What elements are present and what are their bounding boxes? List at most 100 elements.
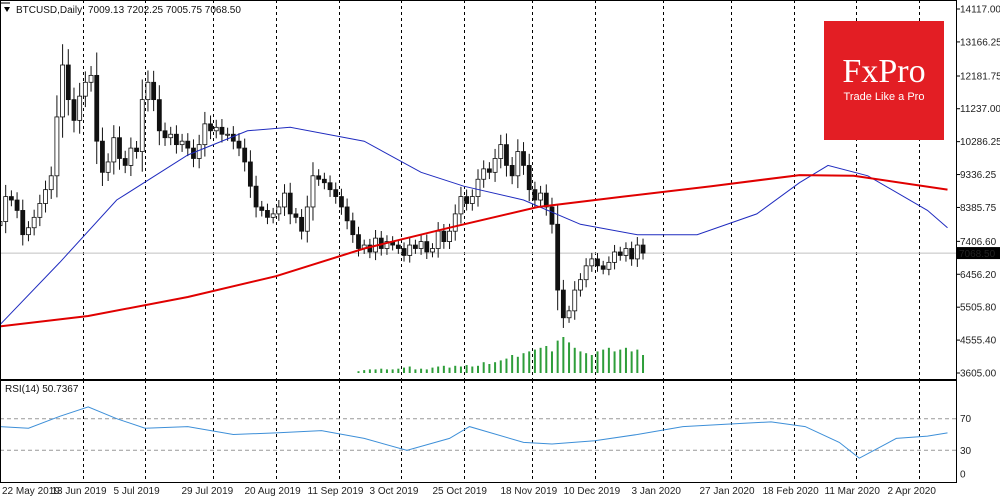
price-tick-label: 7406.60 bbox=[960, 237, 997, 248]
volume-bar bbox=[437, 366, 440, 373]
volume-bar bbox=[374, 369, 377, 373]
candle-down bbox=[549, 206, 555, 225]
volume-bar bbox=[357, 371, 360, 373]
candle-down bbox=[242, 147, 248, 163]
candle-down bbox=[617, 251, 623, 256]
candle-up bbox=[515, 151, 521, 177]
candle-up bbox=[48, 175, 54, 191]
rsi-line bbox=[0, 406, 948, 459]
volume-bar bbox=[482, 362, 485, 373]
candle-down bbox=[71, 99, 77, 121]
candle-up bbox=[452, 213, 458, 232]
candle-down bbox=[8, 196, 14, 201]
candle-down bbox=[424, 241, 430, 253]
volume-bars bbox=[357, 337, 645, 373]
volume-bar bbox=[414, 369, 417, 373]
candle-down bbox=[333, 189, 339, 197]
volume-bar bbox=[442, 365, 445, 373]
volume-bar bbox=[619, 349, 622, 373]
ohlc-header: 7009.13 7202.25 7005.75 7068.50 bbox=[88, 5, 241, 16]
candle-down bbox=[526, 165, 532, 191]
x-tick-label: 2 Apr 2020 bbox=[888, 486, 937, 497]
candle-up bbox=[213, 126, 219, 132]
candle-down bbox=[259, 206, 265, 211]
candle-down bbox=[299, 216, 304, 232]
price-tick-label: 5505.80 bbox=[960, 303, 997, 314]
candle-down bbox=[441, 230, 447, 242]
price-tick-label: 6456.20 bbox=[960, 270, 997, 281]
volume-bar bbox=[516, 356, 519, 373]
candle-down bbox=[100, 140, 105, 173]
price-tick-label: 8385.75 bbox=[960, 203, 997, 214]
candle-down bbox=[287, 192, 293, 215]
volume-bar bbox=[556, 340, 559, 373]
volume-bar bbox=[408, 366, 411, 373]
x-tick-label: 20 Aug 2019 bbox=[245, 486, 302, 497]
candle-down bbox=[521, 151, 526, 166]
candle-up bbox=[481, 168, 487, 180]
volume-bar bbox=[425, 369, 428, 373]
volume-bar bbox=[431, 367, 434, 373]
volume-bar bbox=[590, 355, 593, 373]
candle-down bbox=[230, 133, 236, 142]
candle-down bbox=[486, 168, 492, 173]
volume-bar bbox=[636, 349, 639, 373]
candle-down bbox=[236, 140, 242, 149]
volume-bar bbox=[511, 355, 514, 373]
x-tick-label: 11 Sep 2019 bbox=[308, 486, 364, 497]
candle-down bbox=[265, 210, 270, 218]
candle-up bbox=[606, 261, 612, 270]
candle-up bbox=[168, 133, 174, 139]
candle-up bbox=[54, 116, 60, 177]
candle-up bbox=[105, 161, 111, 173]
candle-down bbox=[316, 175, 322, 180]
candle-down bbox=[219, 126, 225, 135]
candle-down bbox=[247, 161, 253, 187]
x-tick-label: 13 Jun 2019 bbox=[52, 486, 107, 497]
x-tick-label: 22 May 2019 bbox=[2, 486, 60, 497]
volume-bar bbox=[602, 349, 605, 373]
volume-bar bbox=[573, 347, 576, 373]
candle-down bbox=[464, 196, 470, 204]
price-tick-label: 14117.00 bbox=[960, 5, 1000, 16]
price-tick-label: 4555.40 bbox=[960, 336, 997, 347]
candle-up bbox=[179, 140, 185, 146]
volume-bar bbox=[380, 368, 383, 373]
candle-up bbox=[282, 192, 287, 208]
candle-down bbox=[20, 210, 26, 236]
candle-up bbox=[475, 178, 481, 197]
candle-down bbox=[156, 99, 162, 132]
volume-bar bbox=[539, 347, 542, 373]
candle-down bbox=[208, 123, 213, 132]
candle-down bbox=[117, 137, 122, 159]
candle-up bbox=[304, 206, 310, 232]
candle-down bbox=[14, 199, 20, 211]
rsi-tick-label: 30 bbox=[960, 446, 972, 457]
candle-up bbox=[623, 248, 629, 256]
candle-up bbox=[43, 189, 48, 204]
candle-up bbox=[225, 133, 231, 136]
volume-bar bbox=[505, 358, 508, 373]
candle-up bbox=[88, 74, 94, 83]
ma-slow-line bbox=[0, 174, 948, 328]
volume-bar bbox=[448, 367, 451, 373]
volume-bar bbox=[420, 368, 423, 373]
candle-down bbox=[504, 144, 509, 166]
rsi-panel bbox=[0, 406, 948, 459]
main-panel-frame bbox=[0, 0, 957, 380]
candle-up bbox=[435, 230, 441, 249]
volume-bar bbox=[454, 365, 457, 373]
price-tick-label: 13166.25 bbox=[960, 37, 1000, 48]
volume-bar bbox=[499, 360, 502, 373]
candle-down bbox=[65, 64, 71, 101]
candle-down bbox=[321, 178, 327, 184]
price-tick-label: 11237.00 bbox=[960, 104, 1000, 115]
candle-down bbox=[629, 248, 635, 260]
volume-bar bbox=[545, 346, 548, 373]
volume-bar bbox=[630, 351, 633, 373]
x-tick-label: 3 Oct 2019 bbox=[370, 486, 419, 497]
volume-bar bbox=[596, 351, 599, 373]
candle-down bbox=[293, 213, 299, 218]
candle-up bbox=[202, 123, 208, 146]
volume-bar bbox=[471, 366, 474, 373]
